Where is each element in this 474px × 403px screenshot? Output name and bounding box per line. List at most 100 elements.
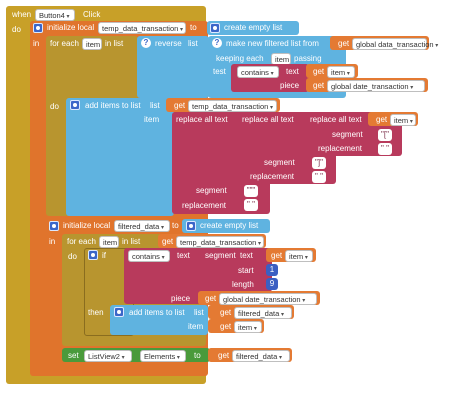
- get-global1-name[interactable]: global data_transaction: [352, 38, 434, 50]
- init1-label: initialize local: [47, 23, 95, 32]
- replace-inner-replacement: replacement: [318, 144, 363, 153]
- get-temp2-name[interactable]: temp_data_transaction: [176, 236, 264, 248]
- add-items1-gear-icon[interactable]: [70, 100, 80, 110]
- create2-label: create empty list: [200, 221, 259, 230]
- get-temp1-name[interactable]: temp_data_transaction: [188, 100, 277, 112]
- when-label: when: [12, 10, 32, 19]
- get-global3-name[interactable]: global date_transaction: [219, 293, 317, 305]
- setter-to-label: to: [194, 351, 201, 360]
- reverse-label: reverse: [155, 39, 182, 48]
- get-global2-get: get: [313, 81, 325, 90]
- filter-passing: passing: [294, 54, 322, 63]
- replace-outer-label: replace all text: [176, 115, 228, 124]
- foreach1-do-label: do: [50, 102, 59, 111]
- get-temp2-get: get: [162, 237, 174, 246]
- filter-help-icon[interactable]: ?: [212, 38, 222, 48]
- elements-selector[interactable]: Elements: [140, 350, 186, 362]
- quote-bracket-close-text: ]: [317, 158, 321, 167]
- quote-bracket-open-text: [: [383, 130, 387, 139]
- foreach1-item-var[interactable]: item: [82, 38, 102, 50]
- get-item3-name[interactable]: item: [285, 250, 313, 262]
- listview2-selector[interactable]: ListView2: [84, 350, 132, 362]
- quote-bracket-open[interactable]: "[": [378, 129, 392, 141]
- quote-empty-outer[interactable]: " ": [244, 199, 258, 211]
- length-number[interactable]: 9: [266, 278, 278, 290]
- filter-test-label: test: [213, 67, 226, 76]
- segment-block[interactable]: [198, 248, 272, 292]
- create-list2-gear-icon[interactable]: [186, 221, 196, 231]
- quote-empty-middle-text: [318, 172, 320, 181]
- contains2-op[interactable]: contains: [128, 250, 170, 262]
- filter-label: make new filtered list from: [226, 39, 319, 48]
- foreach1-label: for each: [50, 39, 79, 48]
- if-gear-icon[interactable]: [88, 250, 98, 260]
- get-global1-get: get: [338, 39, 350, 48]
- replace-middle-segment: segment: [264, 158, 295, 167]
- get-filtered1-name[interactable]: filtered_data: [234, 307, 292, 319]
- additems1-item-label: item: [144, 115, 160, 124]
- get-item2-name[interactable]: item: [390, 114, 416, 126]
- event-do-label: do: [12, 25, 21, 34]
- event-name: Click: [83, 10, 101, 19]
- get-filtered2-name[interactable]: filtered_data: [232, 350, 290, 362]
- init1-to-label: to: [190, 23, 197, 32]
- quote-empty-middle[interactable]: " ": [312, 171, 326, 183]
- replace-outer-replacement: replacement: [182, 201, 227, 210]
- contains2-piece-label: piece: [171, 294, 191, 303]
- reverse-list-label: list: [188, 39, 198, 48]
- segment-length-label: length: [232, 280, 254, 289]
- mutator2-gear-icon[interactable]: [49, 221, 59, 231]
- get-item4-get: get: [220, 322, 232, 331]
- get-global3-get: get: [205, 294, 217, 303]
- mutator-gear-icon[interactable]: [33, 23, 43, 33]
- get-item3-get: get: [271, 251, 283, 260]
- additems2-item-label: item: [188, 322, 204, 331]
- create1-label: create empty list: [224, 23, 283, 32]
- foreach2-in-list: in list: [122, 237, 141, 246]
- reverse-help-icon[interactable]: ?: [141, 38, 151, 48]
- if-label: if: [102, 251, 106, 260]
- set-label: set: [68, 351, 79, 360]
- get-filtered2-get: get: [218, 351, 230, 360]
- replace-middle-replacement: replacement: [250, 172, 295, 181]
- segment-start-label: start: [238, 266, 254, 275]
- init2-label: initialize local: [63, 221, 111, 230]
- quote-bracket-close[interactable]: "]": [312, 157, 326, 169]
- foreach2-item-var[interactable]: item: [99, 236, 119, 248]
- replace-middle-label: replace all text: [242, 115, 294, 124]
- init2-to-label: to: [172, 221, 179, 230]
- contains1-op[interactable]: contains: [237, 66, 279, 78]
- create-empty-list-2[interactable]: [182, 219, 270, 233]
- foreach2-label: for each: [67, 237, 96, 246]
- replace-outer-segment: segment: [196, 186, 227, 195]
- quote-comma-outer-text: ": [249, 186, 253, 195]
- contains2-text-label: text: [177, 251, 190, 260]
- additems1-label: add items to list: [85, 101, 141, 110]
- additems2-list-label: list: [194, 308, 204, 317]
- get-item1-name[interactable]: item: [327, 66, 355, 78]
- quote-comma-outer[interactable]: """: [244, 185, 258, 197]
- get-item4-name[interactable]: item: [234, 321, 262, 333]
- quote-empty-outer-text: [250, 200, 252, 209]
- start-number[interactable]: 1: [266, 264, 278, 276]
- segment-text-label: text: [240, 251, 253, 260]
- button4-selector[interactable]: Button4: [35, 9, 75, 21]
- contains1-piece-label: piece: [280, 81, 300, 90]
- quote-empty-inner-text: [384, 144, 386, 153]
- get-global2-name[interactable]: global date_transaction: [327, 80, 425, 92]
- add-items-block-1[interactable]: [66, 98, 174, 216]
- segment-label: segment: [205, 251, 236, 260]
- quote-empty-inner[interactable]: " ": [378, 143, 392, 155]
- create-empty-list-1[interactable]: [207, 21, 299, 35]
- add-items-block-2[interactable]: [110, 305, 208, 335]
- get-item2-get: get: [376, 115, 388, 124]
- add-items2-gear-icon[interactable]: [114, 307, 124, 317]
- temp-data-var-field[interactable]: temp_data_transaction: [98, 22, 186, 34]
- get-filtered1-get: get: [220, 308, 232, 317]
- contains1-text-label: text: [286, 67, 299, 76]
- replace-inner-label: replace all text: [310, 115, 362, 124]
- create-list-gear-icon[interactable]: [210, 23, 220, 33]
- filtered-data-var-field[interactable]: filtered_data: [114, 220, 170, 232]
- then-label: then: [88, 308, 104, 317]
- get-item1-get: get: [313, 67, 325, 76]
